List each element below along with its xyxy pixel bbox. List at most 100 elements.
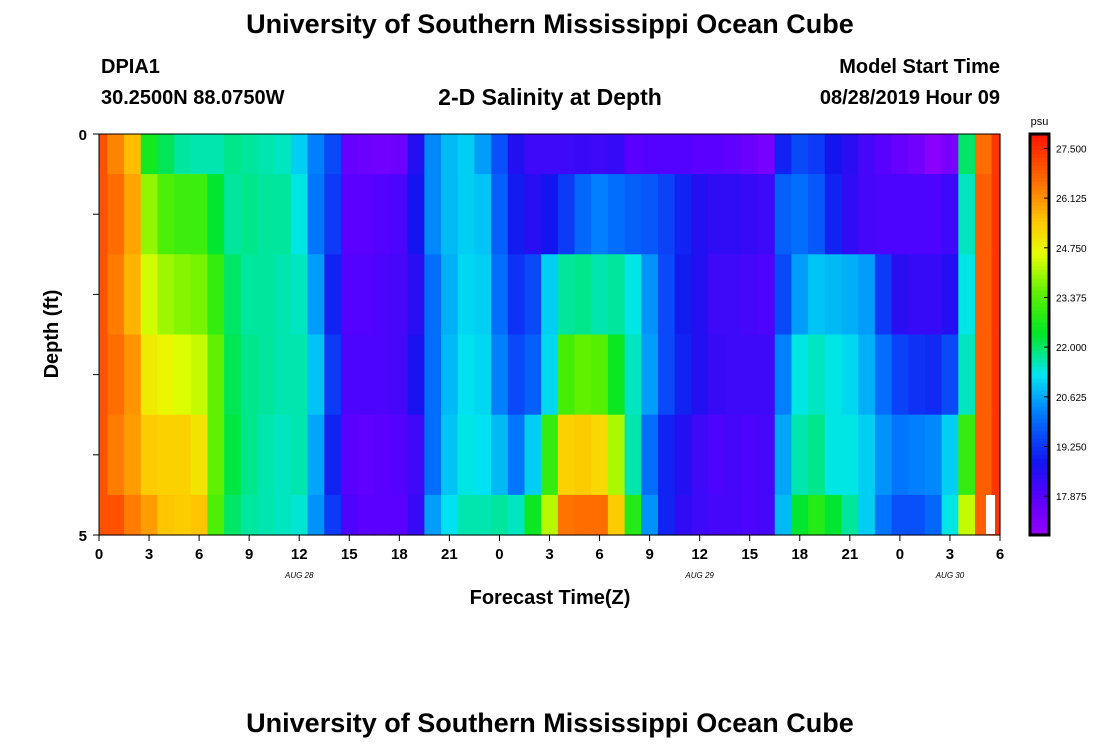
heatmap-cell [824,134,843,175]
heatmap-cell [507,334,526,416]
heatmap-cell [390,414,409,496]
x-tick-label: 0 [495,546,503,563]
heatmap-cell [874,254,893,336]
heatmap-cell [324,254,342,336]
heatmap-cell [824,334,843,416]
heatmap-cell [441,414,459,496]
heatmap-cell [224,334,242,416]
heatmap-cell [607,414,626,496]
heatmap-cell [958,254,976,336]
heatmap-cell [908,134,926,175]
heatmap-cell [140,134,158,175]
heatmap-cell [557,494,576,536]
heatmap-cell [841,254,859,336]
heatmap-cell [99,174,108,255]
heatmap-cell [340,254,359,336]
heatmap-cell [174,494,192,536]
heatmap-cell [390,134,409,175]
heatmap-cell [274,334,292,416]
colorbar-swatch [1030,506,1049,512]
colorbar-swatch [1030,278,1049,283]
heatmap-cell [641,174,659,255]
colorbar-swatch [1030,302,1049,308]
heatmap-cell [524,254,542,336]
heatmap-cell [174,414,192,496]
heatmap-cell [808,174,826,255]
heatmap-cell [824,174,843,255]
colorbar-swatch [1030,478,1049,484]
colorbar-swatch [1030,510,1049,516]
heatmap-cell [507,494,526,536]
heatmap-cell [941,134,959,175]
colorbar-swatch [1030,150,1049,155]
heatmap-cell [407,494,425,536]
heatmap-cell [991,414,1001,496]
heatmap-cell [474,174,492,255]
colorbar: psu 27.500 26.125 24.750 23.375 22.000 20.625 1… [1028,116,1087,537]
colorbar-swatch [1030,246,1049,251]
x-tick-label: 0 [95,546,103,563]
heatmap-cell [791,494,809,536]
colorbar-swatch [1030,210,1049,215]
colorbar-swatch [1030,170,1049,175]
heatmap-cell [791,334,809,416]
heatmap-cell [107,414,125,496]
x-tick-label: 6 [595,546,603,563]
heatmap-cell [390,174,409,255]
x-tick-label: 15 [741,546,758,563]
heatmap-cell [407,254,425,336]
heatmap-cell [290,134,309,175]
heatmap-cell [357,414,375,496]
heatmap-cell [207,134,225,175]
heatmap-cell [240,414,259,496]
heatmap-cell [958,494,976,536]
heatmap-cell [290,414,309,496]
heatmap-cell [691,254,709,336]
heatmap-cell [708,254,726,336]
heatmap-cell [457,494,476,536]
heatmap-cell [524,174,542,255]
colorbar-swatch [1030,238,1049,243]
heatmap-cell [174,174,192,255]
colorbar-swatch [1030,190,1049,195]
heatmap-cell [607,174,626,255]
heatmap-cell [190,174,209,255]
colorbar-swatch [1030,482,1049,488]
colorbar-swatch [1030,498,1049,504]
heatmap-cell [507,134,526,175]
heatmap-cell [991,334,1001,416]
heatmap-cell [657,334,676,416]
heatmap-cell [457,134,476,175]
colorbar-swatch [1030,342,1049,348]
heatmap-cell [741,134,759,175]
heatmap-cell [741,494,759,536]
x-tick-label: 9 [645,546,653,563]
footer-title: University of Southern Mississippi Ocean… [246,708,854,738]
colorbar-swatch [1030,410,1049,416]
heatmap-cell [974,414,993,496]
heatmap-cell [507,414,526,496]
heatmap-cell [374,134,392,175]
colorbar-swatch [1030,382,1049,388]
heatmap-cell [124,134,142,175]
heatmap-cell [891,494,909,536]
heatmap-cell [174,254,192,336]
heatmap-cell [424,174,442,255]
colorbar-swatch [1030,414,1049,420]
colorbar-swatch [1030,266,1049,271]
colorbar-swatch [1030,518,1049,524]
heatmap-cell [724,334,742,416]
heatmap-cell [891,334,909,416]
colorbar-swatch [1030,182,1049,187]
colorbar-swatch [1030,290,1049,295]
x-tick-label: 6 [996,546,1004,563]
heatmap-cell [974,174,993,255]
colorbar-tick-label: 19.250 [1056,442,1087,453]
heatmap-cell [357,334,375,416]
colorbar-swatch [1030,354,1049,360]
heatmap-cell [190,254,209,336]
heatmap-cell [591,334,609,416]
heatmap-cell [674,134,692,175]
plot-title: 2-D Salinity at Depth [438,84,662,110]
colorbar-swatch [1030,322,1049,328]
